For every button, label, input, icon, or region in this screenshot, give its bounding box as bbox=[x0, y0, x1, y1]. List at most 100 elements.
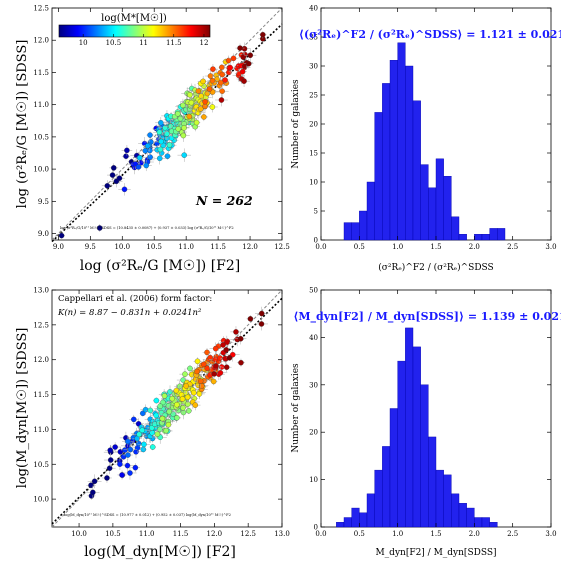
y-tick-label: 10.5 bbox=[33, 133, 49, 141]
x-tick-label: 1.5 bbox=[430, 243, 441, 251]
galaxy-point bbox=[157, 155, 163, 162]
histogram-bar bbox=[351, 507, 360, 528]
histogram-bars bbox=[343, 42, 506, 241]
histogram-bar bbox=[458, 503, 467, 528]
y-axis-label: log(M_dyn[M☉]) [SDSS] bbox=[15, 328, 30, 489]
histogram-bar bbox=[405, 65, 414, 241]
histogram-bar bbox=[336, 522, 345, 528]
galaxy-point bbox=[190, 389, 197, 396]
fit-line bbox=[51, 23, 283, 243]
histogram-bar bbox=[428, 436, 437, 528]
galaxy-point bbox=[163, 427, 169, 434]
galaxy-point bbox=[188, 99, 195, 106]
histogram-bar bbox=[343, 222, 352, 241]
histogram-bar bbox=[420, 384, 429, 528]
histogram-bar bbox=[343, 517, 352, 528]
x-ticks: 0.0 0.5 1.0 1.5 2.0 2.5 3.0 bbox=[315, 8, 557, 251]
galaxy-point bbox=[210, 66, 216, 72]
y-tick-label: 35 bbox=[309, 34, 318, 42]
histogram-bar bbox=[443, 474, 452, 528]
galaxy-point bbox=[122, 447, 128, 453]
x-axis-label: (σ²Rₑ)^F2 / (σ²Rₑ)^SDSS bbox=[378, 262, 493, 273]
histogram-bar bbox=[489, 522, 498, 528]
galaxy-point bbox=[147, 132, 153, 138]
galaxy-point bbox=[183, 383, 189, 389]
y-tick-label: 11.5 bbox=[33, 69, 49, 77]
x-tick-label: 10.0 bbox=[114, 243, 130, 251]
galaxy-point bbox=[139, 427, 145, 434]
x-tick-label: 11.0 bbox=[178, 243, 194, 251]
histogram-bar bbox=[374, 469, 383, 528]
histogram-bar bbox=[405, 327, 414, 528]
galaxy-point bbox=[132, 464, 139, 471]
galaxy-point bbox=[200, 78, 206, 85]
galaxy-point bbox=[136, 154, 143, 161]
y-tick-label: 12.5 bbox=[33, 5, 49, 13]
x-tick-label: 2.5 bbox=[507, 530, 518, 538]
galaxy-point bbox=[213, 363, 219, 369]
y-tick-label: 0 bbox=[314, 237, 318, 245]
histogram-bar bbox=[481, 517, 490, 528]
fit-equation: log (σ²Rₑ/G/10¹¹ M☉)^SDSS = (10.8435 ± 0… bbox=[60, 226, 234, 230]
galaxy-point bbox=[258, 321, 265, 327]
y-ticks: 0 10 20 30 40 50 bbox=[309, 287, 551, 532]
galaxy-point bbox=[196, 391, 203, 397]
galaxy-point bbox=[174, 415, 180, 421]
x-tick-label: 13.0 bbox=[274, 530, 290, 538]
y-axis-label: Number of galaxies bbox=[291, 363, 301, 453]
x-tick-label: 10.0 bbox=[71, 530, 87, 538]
galaxy-point bbox=[192, 402, 199, 408]
panel-bottom-right-histogram: 0.0 0.5 1.0 1.5 2.0 2.5 3.0 0 10 20 30 40 50 ⟨M_dyn… bbox=[291, 287, 561, 559]
y-tick-label: 11.0 bbox=[33, 101, 49, 109]
mean-ratio-annotation: ⟨(σ²Rₑ)^F2 / (σ²Rₑ)^SDSS⟩ = 1.121 ± 0.02… bbox=[299, 28, 561, 41]
histogram-bar bbox=[389, 60, 398, 241]
x-ticks: 10.0 10.5 11.0 11.5 12.0 12.5 13.0 bbox=[71, 290, 290, 538]
galaxy-point bbox=[238, 359, 244, 366]
galaxy-point bbox=[147, 154, 153, 160]
galaxy-point bbox=[180, 405, 186, 411]
y-axis-label: Number of galaxies bbox=[291, 79, 301, 169]
galaxy-point bbox=[179, 396, 186, 402]
galaxy-point bbox=[165, 421, 172, 428]
galaxy-point bbox=[211, 371, 217, 377]
y-tick-label: 5 bbox=[314, 208, 318, 216]
galaxy-point bbox=[119, 472, 125, 478]
y-tick-label: 15 bbox=[309, 150, 318, 158]
galaxy-point bbox=[153, 412, 159, 419]
y-tick-label: 30 bbox=[309, 381, 318, 389]
galaxy-point bbox=[223, 364, 230, 370]
y-ticks: 10.0 10.5 11.0 11.5 12.0 12.5 13.0 bbox=[33, 287, 282, 504]
galaxy-point bbox=[240, 54, 247, 60]
galaxy-point bbox=[141, 441, 147, 448]
galaxy-point bbox=[187, 365, 193, 372]
form-factor-title: Cappellari et al. (2006) form factor: bbox=[58, 293, 212, 304]
histogram-bar bbox=[366, 493, 375, 528]
galaxy-point bbox=[161, 393, 168, 399]
y-ticks: 0 5 10 15 20 25 30 35 40 bbox=[309, 5, 551, 245]
galaxy-point bbox=[175, 126, 182, 132]
galaxy-point bbox=[217, 370, 224, 376]
galaxy-point bbox=[206, 86, 213, 92]
colorbar-label: log(M*[M☉]) bbox=[101, 13, 167, 24]
galaxy-point bbox=[123, 153, 129, 159]
colorbar-tick-label: 10 bbox=[79, 39, 88, 47]
x-tick-label: 3.0 bbox=[545, 530, 556, 538]
histogram-bar bbox=[458, 233, 467, 241]
galaxy-point bbox=[202, 99, 208, 105]
y-tick-label: 10.0 bbox=[33, 166, 49, 174]
galaxy-point bbox=[158, 138, 164, 145]
colorbar-tick-label: 10.5 bbox=[106, 39, 122, 47]
galaxy-point bbox=[58, 232, 65, 239]
galaxy-point bbox=[223, 347, 230, 353]
histogram-bar bbox=[489, 228, 498, 241]
histogram-bar bbox=[382, 83, 391, 241]
galaxy-point bbox=[121, 186, 128, 193]
histogram-bar bbox=[466, 507, 475, 528]
galaxy-point bbox=[204, 365, 210, 372]
galaxy-point bbox=[109, 172, 116, 178]
galaxy-point bbox=[218, 97, 225, 103]
galaxy-point bbox=[127, 446, 134, 453]
galaxy-point bbox=[156, 129, 163, 136]
galaxy-point bbox=[125, 452, 131, 458]
galaxy-point bbox=[245, 60, 252, 67]
